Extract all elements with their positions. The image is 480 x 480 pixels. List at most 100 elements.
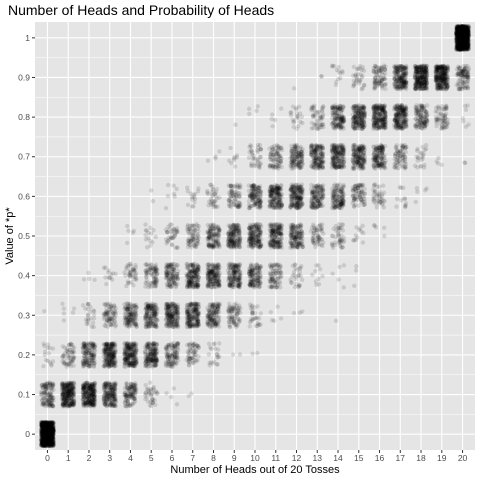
data-point: [48, 436, 53, 441]
data-point: [48, 436, 53, 441]
data-point: [42, 424, 47, 430]
data-point: [46, 429, 51, 435]
data-point: [87, 276, 92, 282]
data-point: [51, 428, 56, 433]
data-point: [46, 420, 51, 425]
data-point: [330, 271, 335, 276]
data-point: [41, 423, 46, 429]
data-point: [216, 317, 222, 322]
data-point: [49, 427, 55, 433]
data-point: [195, 271, 200, 277]
data-point: [46, 428, 51, 433]
data-point: [145, 386, 151, 392]
data-point: [59, 354, 65, 360]
data-point: [47, 433, 52, 438]
data-point: [39, 424, 44, 429]
data-point: [106, 313, 111, 319]
data-point: [187, 263, 193, 268]
data-point: [44, 439, 49, 444]
data-point: [42, 428, 47, 433]
data-point: [40, 438, 45, 443]
major-gridlines: [35, 22, 475, 450]
data-point: [41, 432, 47, 438]
data-point: [48, 430, 53, 436]
scatter-points: [39, 23, 471, 449]
data-point: [45, 443, 51, 449]
data-point: [39, 431, 45, 436]
data-point: [44, 433, 50, 438]
data-point: [126, 341, 131, 347]
data-point: [40, 430, 46, 436]
data-point: [43, 422, 49, 428]
data-point: [42, 425, 48, 430]
data-point: [50, 430, 56, 435]
data-point: [47, 426, 53, 431]
data-point: [47, 429, 52, 434]
data-point: [43, 426, 48, 432]
data-point: [43, 443, 49, 448]
data-point: [50, 427, 56, 433]
data-point: [150, 388, 155, 393]
data-point: [47, 443, 52, 449]
data-point: [50, 430, 55, 436]
data-point: [48, 422, 54, 427]
data-point: [82, 343, 87, 348]
data-point: [50, 440, 56, 446]
data-point: [154, 317, 159, 322]
data-point: [45, 441, 51, 446]
data-point: [106, 317, 111, 323]
data-point: [91, 343, 96, 348]
data-point: [39, 442, 45, 448]
data-point: [51, 428, 56, 433]
data-point: [40, 440, 46, 446]
data-point: [186, 363, 192, 368]
data-point: [41, 428, 47, 434]
data-point: [42, 435, 48, 441]
data-point: [122, 392, 127, 398]
data-point: [47, 423, 53, 428]
data-point: [83, 306, 88, 311]
data-point: [175, 342, 180, 347]
data-point: [211, 319, 217, 325]
data-point: [48, 422, 53, 428]
data-point: [47, 434, 52, 439]
data-point: [46, 435, 51, 441]
data-point: [44, 436, 49, 441]
data-point: [45, 431, 50, 437]
data-point: [47, 436, 52, 441]
data-point: [45, 436, 51, 442]
data-point: [45, 421, 50, 426]
data-point: [192, 280, 197, 286]
data-point: [46, 432, 51, 437]
data-point: [51, 423, 56, 429]
data-point: [39, 432, 44, 437]
data-point: [51, 443, 56, 448]
data-point: [251, 277, 256, 282]
data-point: [133, 262, 138, 268]
data-point: [103, 390, 108, 396]
data-point: [50, 404, 56, 409]
data-point: [41, 401, 46, 406]
data-point: [45, 431, 51, 436]
data-point: [131, 388, 137, 393]
data-point: [48, 434, 53, 439]
data-point: [46, 432, 52, 437]
data-point: [86, 391, 92, 397]
data-point: [49, 440, 54, 445]
data-point: [50, 442, 56, 447]
data-point: [39, 423, 45, 428]
data-point: [44, 441, 50, 447]
data-point: [51, 420, 56, 425]
data-point: [40, 433, 46, 438]
data-point: [49, 421, 55, 427]
data-point: [40, 432, 45, 437]
data-point: [39, 427, 44, 433]
data-point: [226, 308, 231, 313]
data-point: [42, 420, 47, 425]
data-point: [45, 437, 50, 442]
data-point: [49, 420, 55, 425]
data-point: [48, 426, 54, 431]
data-point: [353, 268, 359, 273]
data-point: [71, 403, 76, 408]
data-point: [45, 430, 50, 436]
